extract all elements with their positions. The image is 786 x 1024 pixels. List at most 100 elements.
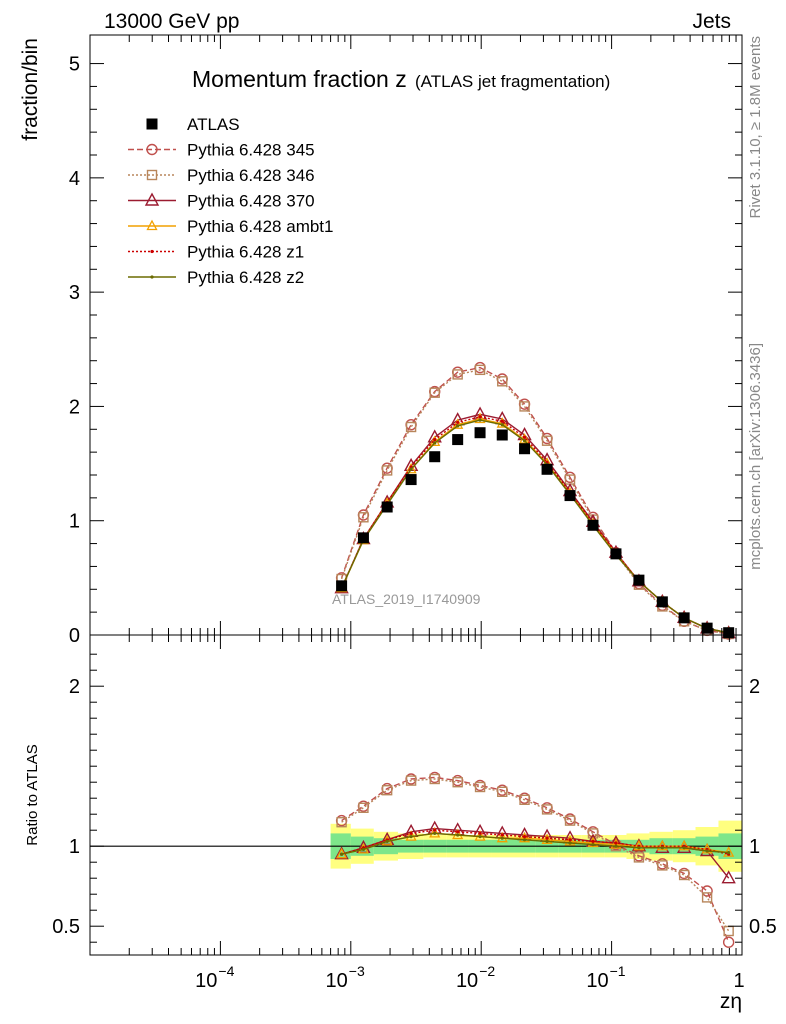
dot-marker — [409, 467, 413, 471]
triangle-marker — [146, 219, 158, 231]
data-point-marker — [381, 501, 393, 513]
series-z2-ratio — [339, 831, 731, 856]
dot-marker — [478, 418, 482, 422]
dot-marker — [409, 835, 413, 839]
dot-marker — [614, 841, 618, 845]
dot-marker — [500, 419, 504, 423]
y-tick-label: 1 — [69, 511, 80, 533]
y-axis-label: fraction/bin — [19, 38, 42, 141]
x-tick-label: 10 — [326, 970, 348, 992]
data-point-marker — [656, 596, 668, 608]
legend-label: Pythia 6.428 ambt1 — [187, 217, 333, 236]
data-point-marker — [564, 490, 576, 502]
legend-label: Pythia 6.428 z2 — [187, 268, 304, 287]
data-point-marker — [496, 429, 508, 441]
legend-item: Pythia 6.428 z2 — [128, 268, 304, 287]
dot-marker — [339, 852, 344, 856]
square-marker — [474, 781, 486, 793]
x-tick-label: 1 — [733, 970, 744, 992]
triangle-marker — [656, 839, 668, 851]
dot-marker — [150, 249, 154, 254]
triangle-marker — [631, 838, 647, 852]
data-point-marker — [610, 548, 622, 560]
x-tick-label-exponent: −2 — [479, 963, 495, 979]
data-point-marker — [452, 434, 464, 446]
square-marker — [657, 860, 668, 871]
legend-label: ATLAS — [187, 115, 240, 134]
circle-marker — [722, 936, 735, 948]
square-marker — [519, 794, 530, 805]
circle-marker — [701, 885, 713, 897]
dot-marker — [456, 830, 460, 834]
triangle-marker — [452, 418, 464, 429]
square-marker — [452, 369, 463, 380]
legend-item: Pythia 6.428 z1 — [128, 243, 304, 262]
dot-marker — [614, 844, 618, 848]
dot-marker — [456, 424, 460, 428]
dot-marker — [500, 833, 504, 837]
chart-subtitle: (ATLAS jet fragmentation) — [415, 72, 610, 91]
y-tick-label: 0 — [69, 625, 80, 647]
legend-item: ATLAS — [146, 115, 240, 134]
data-point-marker — [519, 443, 531, 455]
data-point-marker — [405, 474, 417, 486]
data-point-marker — [474, 427, 486, 439]
dot-marker — [409, 831, 413, 836]
ratio-y-axis-label: Ratio to ATLAS — [24, 744, 41, 845]
dot-marker — [727, 851, 731, 855]
square-marker — [146, 169, 158, 181]
legend-label: Pythia 6.428 345 — [187, 141, 315, 160]
dot-marker — [522, 835, 527, 839]
series-line — [341, 829, 729, 855]
ratio-y-tick-label: 1 — [69, 836, 80, 858]
square-marker — [381, 465, 393, 476]
square-marker — [452, 777, 463, 788]
data-point-marker — [587, 519, 599, 531]
square-marker — [564, 815, 576, 826]
triangle-marker — [541, 833, 553, 844]
data-point-marker — [678, 612, 690, 624]
dot-marker — [682, 846, 686, 850]
dot-marker — [433, 831, 437, 836]
dot-marker — [433, 828, 437, 832]
dot-marker — [705, 849, 709, 853]
circle-marker — [405, 419, 417, 431]
x-axis-label: zη — [720, 990, 742, 1013]
square-marker — [429, 387, 440, 398]
square-marker — [358, 802, 369, 813]
dot-marker — [500, 836, 504, 840]
ratio-y-tick-label-right: 0.5 — [749, 916, 777, 938]
triangle-marker — [405, 462, 417, 474]
square-marker — [405, 421, 417, 433]
square-marker — [336, 817, 347, 828]
dot-marker — [522, 838, 527, 842]
y-tick-label: 3 — [69, 282, 80, 304]
legend-label: Pythia 6.428 370 — [187, 192, 315, 211]
square-marker — [678, 869, 690, 881]
x-tick-label: 10 — [195, 970, 217, 992]
legend-label: Pythia 6.428 z1 — [187, 243, 304, 262]
y-tick-label: 4 — [69, 168, 80, 190]
data-point-marker — [357, 532, 369, 544]
y-tick-label: 2 — [69, 396, 80, 418]
data-point-marker — [541, 463, 553, 475]
triangle-marker — [429, 827, 441, 838]
square-marker — [633, 852, 645, 863]
dot-marker — [385, 839, 389, 844]
rivet-version-label: Rivet 3.1.10, ≥ 1.8M events — [747, 36, 764, 219]
dot-marker — [545, 839, 549, 844]
series-line — [341, 832, 729, 855]
header-right: Jets — [692, 10, 731, 33]
dot-marker — [568, 841, 572, 845]
square-marker — [541, 435, 553, 446]
x-tick-label-exponent: −4 — [218, 963, 234, 979]
data-point-marker — [146, 118, 158, 130]
square-marker — [497, 786, 508, 797]
dot-marker — [456, 420, 460, 425]
dot-marker — [478, 831, 482, 836]
dot-marker — [478, 415, 482, 419]
dot-marker — [433, 441, 437, 445]
x-tick-label: 10 — [586, 970, 608, 992]
